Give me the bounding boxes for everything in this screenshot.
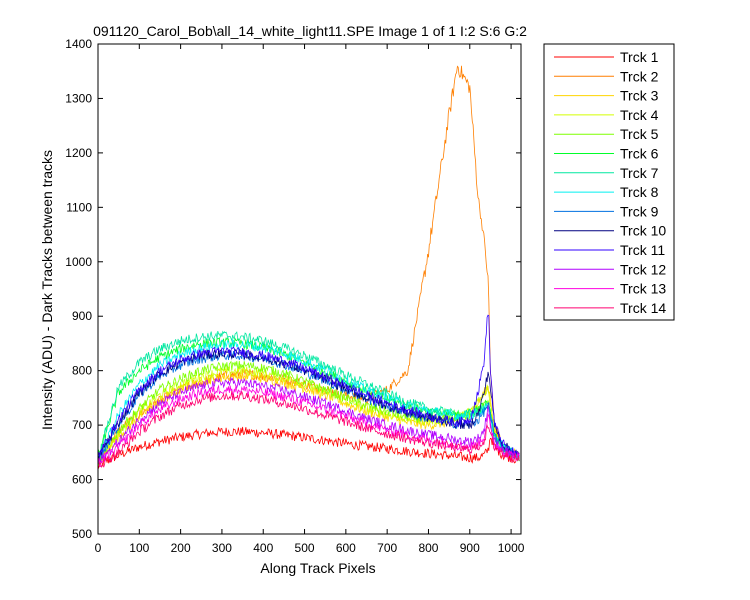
legend-label: Trck 3 [620,88,659,104]
x-tick-label: 500 [295,541,315,555]
x-tick-label: 700 [377,541,397,555]
x-axis-label: Along Track Pixels [260,560,375,576]
series-line-8 [97,339,520,462]
legend-label: Trck 1 [620,49,659,65]
plot-area: 0 100 200 300 400 500 600 700 800 900 1000 500 600 70… [65,37,524,555]
legend-label: Trck 12 [620,261,666,277]
y-tick-label: 700 [72,418,92,432]
y-tick-label: 1000 [65,255,92,269]
x-tick-label: 1000 [498,541,525,555]
series-line-14 [97,390,520,469]
legend-label: Trck 8 [620,184,659,200]
x-tick-label: 400 [253,541,273,555]
series-line-12 [97,376,520,464]
legend-label: Trck 2 [620,68,659,84]
series-line-5 [97,360,520,466]
legend-label: Trck 14 [620,300,666,316]
legend-label: Trck 11 [620,242,665,258]
legend-label: Trck 9 [620,203,659,219]
legend-box [543,43,675,321]
x-tick-label: 100 [129,541,149,555]
x-tick-label: 300 [212,541,232,555]
x-tick-label: 0 [95,541,102,555]
series-line-11 [97,314,520,458]
y-tick-label: 1400 [65,37,92,51]
y-tick-label: 1200 [65,146,92,160]
series-line-1 [97,426,520,469]
legend: Trck 1 Trck 2 Trck 3 Trck 4 Trck 5 Trck 6 Trck… [543,43,675,321]
plot-frame [97,43,522,535]
x-tick-label: 900 [460,541,480,555]
y-tick-label: 600 [72,473,92,487]
y-tick-label: 900 [72,309,92,323]
y-tick-label: 1300 [65,91,92,105]
legend-label: Trck 7 [620,165,659,181]
y-tick-label: 1100 [66,200,92,214]
chart-title: 091120_Carol_Bob\all_14_white_light11.SP… [93,23,527,39]
series-line-13 [97,384,520,467]
y-axis-label: Intensity (ADU) - Dark Tracks between tr… [39,150,55,430]
x-tick-label: 200 [171,541,191,555]
x-tick-label: 600 [336,541,356,555]
legend-label: Trck 5 [620,126,659,142]
y-tick-label: 800 [72,364,92,378]
series-line-7 [97,330,520,461]
legend-label: Trck 6 [620,146,659,162]
legend-label: Trck 13 [620,281,666,297]
legend-label: Trck 10 [620,223,666,239]
x-tick-label: 800 [418,541,438,555]
legend-label: Trck 4 [620,107,659,123]
y-tick-label: 500 [72,527,92,541]
